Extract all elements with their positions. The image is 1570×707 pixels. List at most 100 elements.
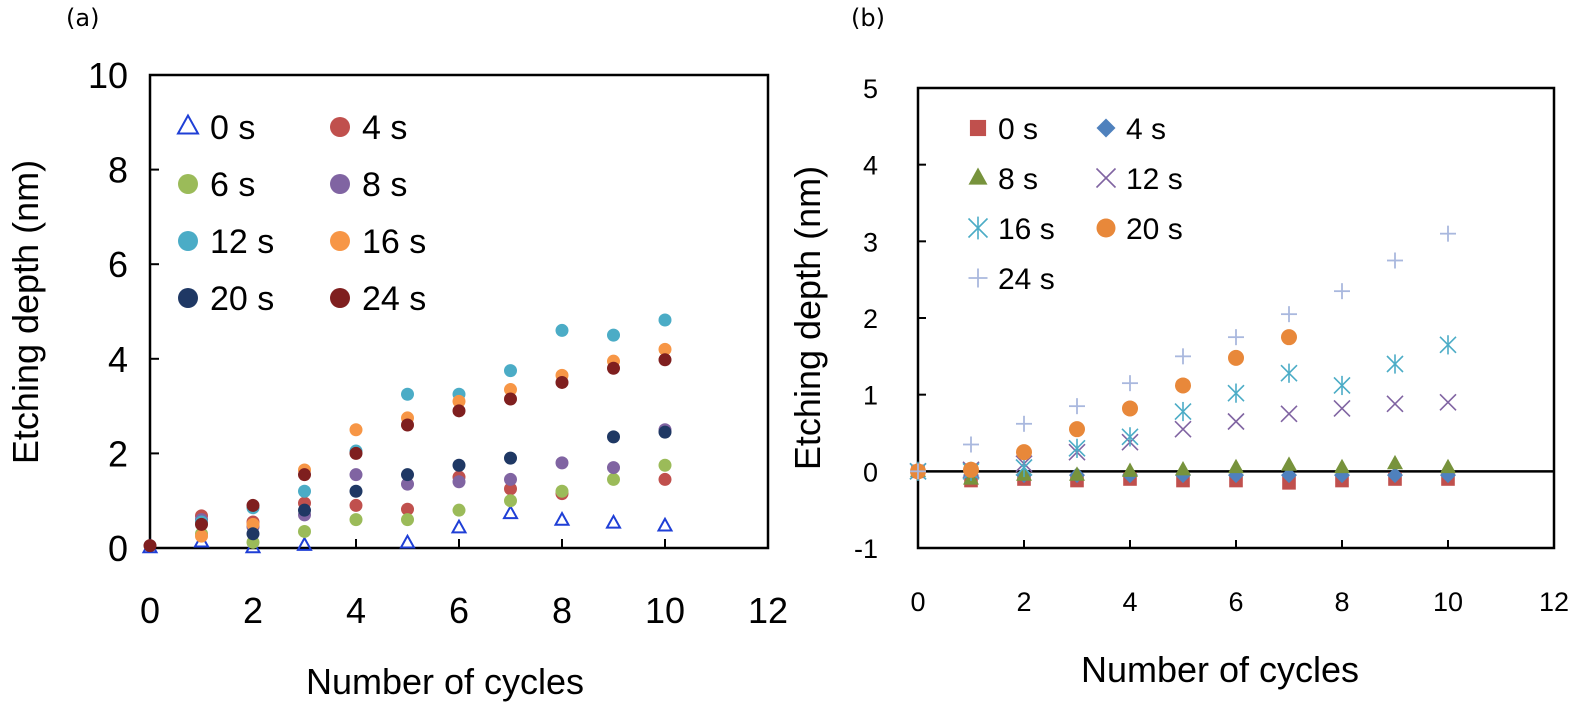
panel-b-data-points [909,225,1457,490]
b-legend-label-8s: 8 s [998,163,1038,196]
a-point-20s [504,451,517,465]
panel-a-data-points [141,313,674,554]
a-point-20s [349,484,363,498]
b-point-4s [1281,467,1297,484]
a-legend-label-0s: 0 s [210,109,255,147]
a-legend-label-8s: 8 s [362,166,407,204]
b-point-12s [1386,395,1404,413]
a-point-20s [607,430,620,444]
a-point-8s [607,461,620,475]
b-point-8s [1122,462,1138,477]
a-x-tick-label: 0 [140,590,160,631]
a-point-8s [452,475,466,489]
a-point-6s [607,472,620,486]
a-legend-marker-20s [178,288,198,308]
b-point-16s [1333,375,1351,396]
b-legend-entry-20s: 20 s [1096,213,1183,246]
b-point-16s [1121,427,1139,447]
a-point-24s [246,498,260,512]
b-y-tick-label: 1 [863,381,878,411]
a-legend-marker-6s [178,174,198,194]
a-point-8s [401,477,414,491]
b-x-tick-label: 6 [1228,587,1243,617]
b-point-24s [1122,375,1138,392]
a-point-16s [452,394,466,408]
a-point-0s [399,533,416,549]
a-point-6s [349,513,363,527]
a-x-tick-label: 4 [346,590,366,631]
b-y-tick-label: 4 [863,151,878,181]
a-point-0s [502,504,519,520]
b-point-8s [1228,458,1244,474]
a-x-tick-label: 6 [449,590,469,631]
b-point-20s [1122,400,1138,417]
panel-b-x-ticks: 0 2 4 6 8 10 12 [910,540,1569,617]
b-legend-label-24s: 24 s [998,263,1055,296]
a-legend-entry-0s: 0 s [176,109,255,147]
b-point-12s [1227,412,1245,431]
a-y-tick-label: 6 [108,244,128,285]
a-point-4s [658,472,672,486]
a-point-12s [658,313,672,327]
a-point-12s [607,328,620,342]
a-series-20s [246,425,672,541]
panel-a-legend: 0 s 4 s 6 s 8 s 12 s 16 s 20 s 24 s [176,109,426,318]
panel-a-y-axis-label: Etching depth (nm) [5,160,46,464]
b-point-16s [1174,401,1192,422]
a-series-24s [143,353,672,553]
panel-a-x-axis-label: Number of cycles [306,661,584,702]
panel-b-x-axis-label: Number of cycles [1081,649,1359,690]
panel-a: (a) 0 2 4 6 8 10 0 2 4 6 8 10 12 0 s 4 s 6 s 8 s 12 s 16… [5,4,788,702]
b-series-20s [910,329,1297,480]
b-legend-marker-8s [968,167,988,185]
panel-a-label: (a) [66,4,99,32]
b-series-24s [910,225,1456,480]
a-point-24s [607,361,620,375]
panel-b-y-axis-label: Etching depth (nm) [787,166,828,470]
a-point-20s [298,503,311,517]
a-point-4s [401,502,414,516]
b-x-tick-label: 0 [910,587,925,617]
a-point-20s [452,458,466,472]
a-legend-marker-0s [176,113,200,135]
a-legend-marker-8s [330,174,350,194]
b-point-8s [1175,461,1191,476]
a-legend-label-6s: 6 s [210,166,255,204]
a-point-8s [555,456,569,470]
a-legend-entry-6s: 6 s [178,166,255,204]
a-x-tick-label: 10 [645,590,685,631]
a-point-24s [349,446,363,460]
panel-a-x-ticks: 0 2 4 6 8 10 12 [140,539,788,631]
b-point-24s [1387,252,1403,269]
a-point-20s [246,527,260,541]
b-point-24s [1016,415,1032,432]
b-x-tick-label: 4 [1122,587,1137,617]
b-point-24s [1334,283,1350,300]
a-legend-marker-16s [330,231,350,251]
a-legend-marker-24s [330,288,350,308]
b-x-tick-label: 10 [1433,587,1463,617]
a-series-16s [195,342,672,543]
a-x-tick-label: 12 [748,590,788,631]
b-legend-label-16s: 16 s [998,213,1055,246]
b-point-12s [1174,420,1192,438]
b-legend-marker-0s [969,119,987,137]
b-point-12s [1333,399,1351,418]
a-legend-entry-4s: 4 s [330,109,407,147]
b-point-12s [1280,405,1298,423]
a-y-tick-label: 0 [108,528,128,569]
b-y-tick-label: 5 [863,74,878,104]
a-point-8s [349,468,363,482]
b-legend-entry-8s: 8 s [968,163,1038,196]
a-point-24s [658,353,672,367]
b-point-24s [1069,398,1085,415]
b-y-tick-label: -1 [854,534,878,564]
a-point-8s [504,472,517,486]
b-point-20s [1069,421,1085,438]
b-legend-marker-4s [1096,118,1116,138]
a-point-16s [658,342,672,356]
b-legend-marker-12s [1095,167,1117,189]
b-point-8s [1281,456,1297,471]
a-point-6s [504,494,517,508]
a-x-tick-label: 2 [243,590,263,631]
